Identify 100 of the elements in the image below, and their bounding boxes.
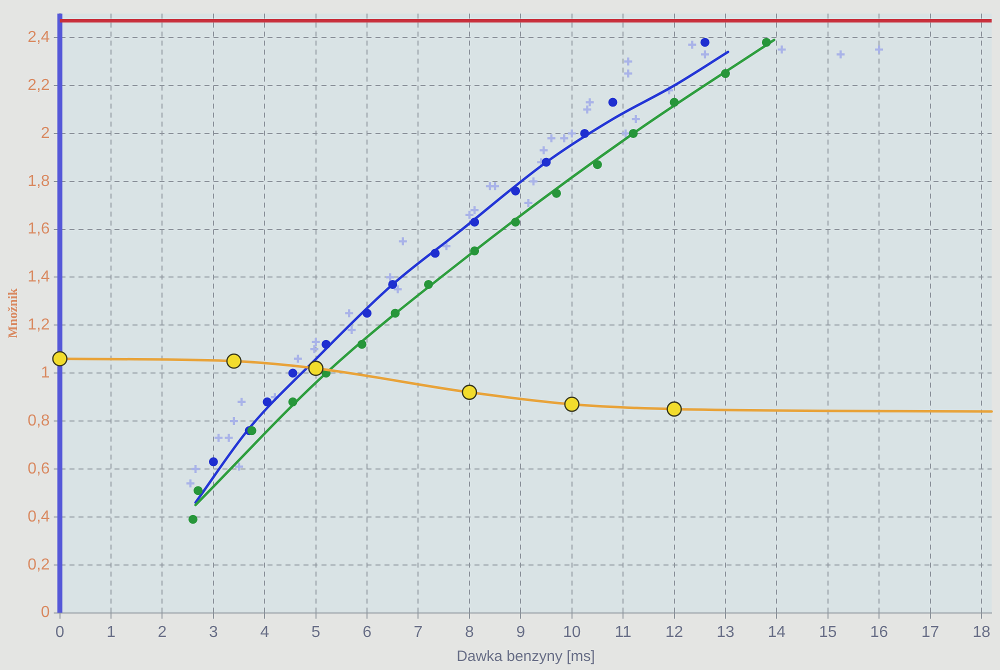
point (666, 401, 682, 417)
y-tick-label: 0,4 (28, 508, 50, 526)
point (190, 464, 201, 474)
point (208, 457, 218, 466)
point (762, 38, 771, 47)
point (552, 188, 561, 198)
y-tick-label: 0,2 (28, 556, 50, 574)
point (228, 416, 240, 426)
point (226, 353, 242, 369)
x-tick-label: 14 (768, 624, 786, 641)
y-tick-label: 1,2 (28, 316, 50, 334)
point (546, 133, 556, 144)
point (308, 360, 324, 376)
point (392, 284, 403, 294)
point (511, 186, 520, 196)
point (270, 392, 280, 402)
y-tick-label: 1,4 (28, 268, 50, 286)
point (464, 210, 475, 220)
y-tick-label: 0,6 (28, 460, 50, 478)
point (874, 44, 884, 55)
point (194, 486, 203, 496)
point (288, 397, 298, 406)
point (687, 40, 698, 50)
point (236, 396, 247, 407)
point (430, 248, 440, 258)
point (566, 128, 577, 139)
point (185, 478, 196, 488)
point (628, 128, 638, 138)
point (582, 104, 592, 115)
point (523, 198, 534, 208)
point (344, 308, 354, 318)
point (584, 97, 595, 108)
x-tick-label: 6 (362, 624, 372, 641)
x-tick-label: 5 (311, 624, 320, 641)
x-tick-label: 12 (665, 624, 684, 641)
point (670, 98, 679, 107)
point (346, 324, 357, 336)
point (511, 218, 520, 227)
x-tick-label: 0 (55, 624, 64, 641)
point (390, 308, 400, 318)
point (623, 68, 634, 79)
point (564, 396, 580, 412)
y-tick-label: 2,2 (28, 76, 50, 94)
point (470, 218, 480, 227)
x-tick-label: 11 (614, 624, 632, 641)
point (469, 205, 480, 216)
y-tick-label: 0 (40, 604, 50, 622)
point (322, 340, 331, 349)
point (362, 308, 372, 318)
point (288, 368, 298, 378)
point (384, 272, 396, 282)
point (292, 354, 304, 364)
point (592, 160, 602, 170)
point (398, 236, 408, 246)
x-tick-label: 9 (516, 624, 526, 641)
point (836, 49, 846, 60)
point (700, 38, 710, 47)
point (357, 340, 366, 349)
x-tick-label: 3 (208, 624, 218, 641)
y-axis-title: Množnik (5, 288, 20, 338)
point (213, 432, 224, 443)
point (234, 461, 244, 472)
x-tick-label: 1 (106, 624, 116, 641)
point (608, 98, 618, 107)
y-tick-label: 2,4 (28, 28, 50, 46)
point (538, 145, 549, 156)
x-tick-label: 7 (414, 624, 423, 641)
point (580, 128, 590, 138)
point (559, 133, 570, 144)
point (224, 432, 234, 443)
point (720, 69, 730, 78)
point (700, 49, 710, 60)
x-tick-label: 17 (921, 624, 940, 641)
x-tick-label: 8 (464, 624, 474, 641)
y-tick-label: 0,8 (28, 412, 50, 430)
point (630, 114, 641, 124)
y-tick-label: 1,8 (28, 172, 50, 190)
y-tick-label: 1 (40, 364, 50, 382)
x-axis-title: Dawka benzyny [ms] (456, 648, 595, 666)
point (262, 397, 272, 406)
point (528, 176, 539, 186)
x-tick-label: 15 (818, 624, 837, 641)
x-tick-label: 18 (972, 624, 990, 641)
point (470, 246, 480, 256)
x-tick-label: 4 (260, 624, 270, 641)
point (462, 384, 478, 400)
point (388, 280, 398, 289)
point (188, 514, 198, 524)
point (247, 426, 256, 436)
x-tick-label: 10 (562, 624, 581, 641)
point (52, 351, 68, 366)
point (309, 344, 320, 354)
point (623, 56, 634, 67)
y-tick-label: 2 (40, 124, 50, 142)
y-tick-label: 1,6 (28, 220, 50, 238)
x-tick-label: 2 (158, 624, 167, 641)
point (310, 336, 321, 348)
x-tick-label: 13 (716, 624, 734, 641)
point (424, 280, 433, 289)
x-tick-label: 16 (870, 624, 888, 641)
